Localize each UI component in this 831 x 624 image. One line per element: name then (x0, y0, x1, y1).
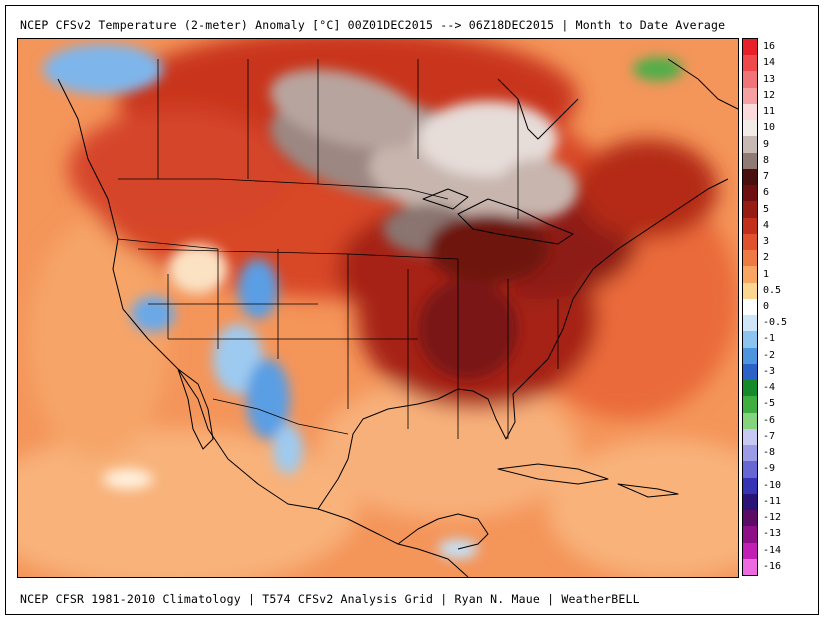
legend-label: 5 (763, 203, 770, 215)
legend-label: 7 (763, 171, 770, 183)
legend-swatch (743, 266, 757, 284)
legend-label: -14 (763, 544, 782, 556)
legend-swatch (743, 185, 757, 202)
legend-label: 11 (763, 106, 776, 118)
legend-swatch (743, 347, 757, 365)
legend-label: -1 (763, 333, 776, 345)
legend-swatch (743, 363, 757, 381)
legend-label: 10 (763, 122, 776, 134)
legend-swatch (743, 39, 757, 56)
legend-swatch (743, 152, 757, 170)
legend-swatch (743, 282, 757, 300)
legend-swatch (743, 201, 757, 219)
anomaly-map (17, 38, 739, 578)
legend-label: 1 (763, 268, 770, 280)
legend-label: 2 (763, 252, 770, 264)
legend-label: -13 (763, 528, 782, 540)
legend-swatch (743, 412, 757, 430)
legend-label: -8 (763, 447, 776, 459)
legend-label: 14 (763, 57, 776, 69)
legend-label: -11 (763, 495, 782, 507)
legend-label: -5 (763, 398, 776, 410)
legend-label: -4 (763, 382, 776, 394)
legend-swatch (743, 396, 757, 414)
legend-swatch (743, 103, 757, 121)
legend-swatch (743, 168, 757, 186)
legend-label: -10 (763, 479, 782, 491)
legend-label: 4 (763, 219, 770, 231)
color-scale-legend: 16 14 13 12 11 10 9 8 7 6 5 4 3 2 1 0.5 0 -0.5 -1 -2 -3 -4 -5 -… (742, 38, 787, 576)
legend-label: -0.5 (763, 317, 788, 329)
legend-label: -3 (763, 365, 776, 377)
legend-label: -6 (763, 414, 776, 426)
map-credits: NCEP CFSR 1981-2010 Climatology | T574 C… (20, 592, 640, 606)
legend-swatch (743, 315, 757, 332)
legend-label: 12 (763, 89, 776, 101)
legend-swatch (743, 87, 757, 105)
legend-swatch (743, 298, 757, 316)
legend-swatch (743, 217, 757, 235)
legend-label: 3 (763, 236, 770, 248)
legend-label: 6 (763, 187, 770, 199)
legend-label: 16 (763, 41, 776, 53)
legend-label: 13 (763, 73, 776, 85)
legend-swatch (743, 380, 757, 397)
legend-swatch (743, 55, 757, 72)
legend-swatch (743, 250, 757, 267)
legend-swatch (743, 331, 757, 349)
legend-swatch (743, 510, 757, 527)
map-canvas (18, 39, 738, 577)
political-borders (117, 59, 559, 439)
legend-swatch (743, 542, 757, 560)
legend-swatch (743, 71, 757, 89)
legend-label: -12 (763, 512, 782, 524)
legend-swatch (743, 493, 757, 511)
legend-label: 8 (763, 154, 770, 166)
legend-swatch (743, 526, 757, 543)
legend-swatch (743, 445, 757, 462)
legend-label: 0 (763, 301, 770, 312)
legend-swatch (743, 233, 757, 251)
legend-label: -7 (763, 430, 776, 442)
anomaly-field-extremes (43, 44, 683, 559)
legend-swatch (743, 120, 757, 137)
legend-label: -16 (763, 560, 782, 572)
legend-label: 0.5 (763, 284, 782, 296)
legend-label: -2 (763, 349, 776, 361)
coastlines (57, 58, 738, 577)
legend-label: -9 (763, 463, 776, 475)
legend-swatch (743, 461, 757, 479)
legend-swatch (743, 558, 757, 576)
legend-label: 9 (763, 138, 770, 150)
legend-swatch (743, 477, 757, 495)
legend-swatch (743, 428, 757, 446)
legend-swatch (743, 136, 757, 154)
map-title: NCEP CFSv2 Temperature (2-meter) Anomaly… (20, 18, 726, 32)
